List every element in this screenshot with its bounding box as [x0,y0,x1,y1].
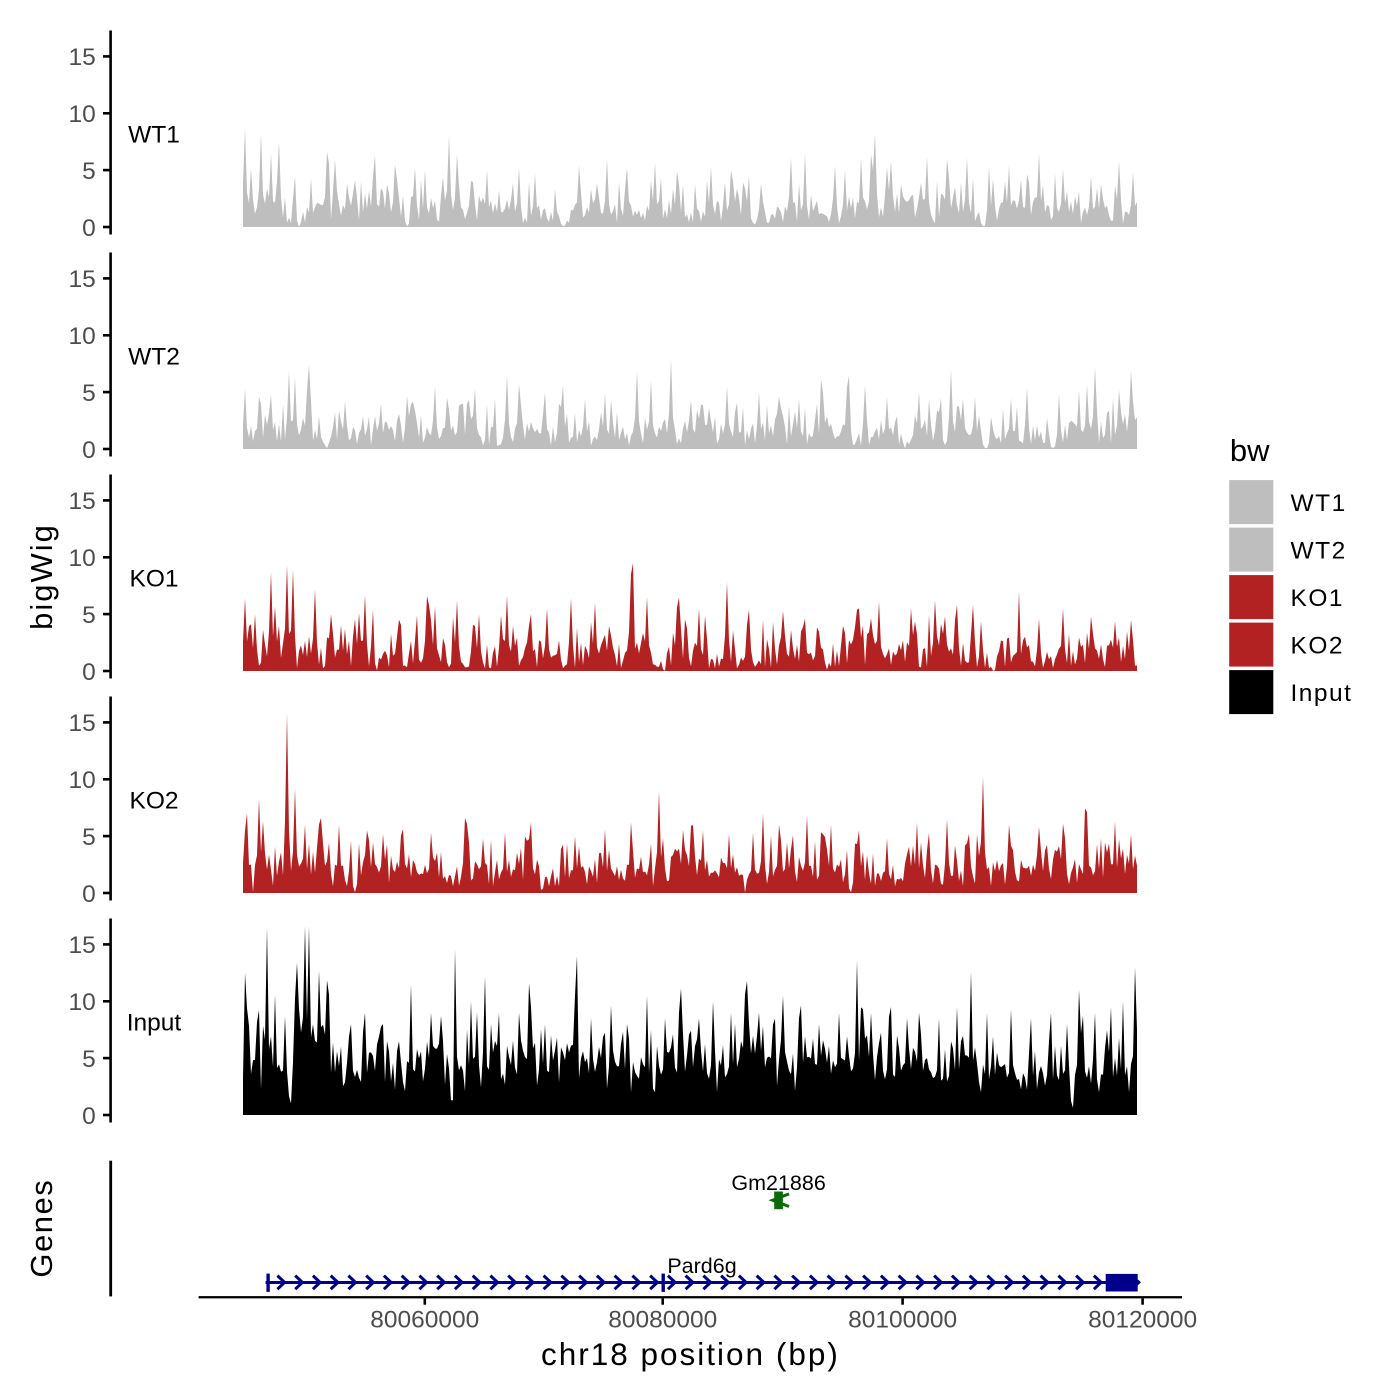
svg-text:KO2: KO2 [1291,632,1345,659]
svg-text:KO2: KO2 [129,787,178,814]
svg-text:5: 5 [82,1046,96,1073]
svg-text:0: 0 [82,437,96,464]
svg-text:Input: Input [127,1009,182,1036]
svg-text:5: 5 [82,158,96,185]
svg-text:15: 15 [69,266,96,293]
svg-text:5: 5 [82,824,96,851]
svg-text:80080000: 80080000 [608,1307,717,1334]
svg-text:80120000: 80120000 [1088,1307,1197,1334]
svg-text:10: 10 [69,101,96,128]
svg-text:80100000: 80100000 [848,1307,957,1334]
svg-text:WT1: WT1 [128,121,180,148]
svg-text:WT2: WT2 [1291,537,1347,564]
svg-text:0: 0 [82,659,96,686]
svg-text:Pard6g: Pard6g [667,1254,736,1278]
svg-text:5: 5 [82,380,96,407]
svg-text:0: 0 [82,881,96,908]
svg-text:bw: bw [1230,433,1270,468]
svg-text:Input: Input [1291,680,1353,707]
svg-text:KO1: KO1 [1291,585,1345,612]
svg-text:10: 10 [69,989,96,1016]
svg-text:10: 10 [69,767,96,794]
svg-text:Genes: Genes [24,1179,59,1278]
svg-text:5: 5 [82,602,96,629]
svg-text:0: 0 [82,1103,96,1130]
svg-text:Gm21886: Gm21886 [731,1171,825,1195]
svg-text:KO1: KO1 [129,565,178,592]
svg-text:15: 15 [69,488,96,515]
svg-text:15: 15 [69,710,96,737]
svg-text:bigWig: bigWig [24,523,59,630]
svg-text:15: 15 [69,932,96,959]
svg-text:WT2: WT2 [128,343,180,370]
svg-text:10: 10 [69,323,96,350]
svg-text:chr18 position (bp): chr18 position (bp) [541,1336,840,1372]
svg-text:WT1: WT1 [1291,490,1347,517]
svg-text:0: 0 [82,215,96,242]
svg-text:10: 10 [69,545,96,572]
svg-text:80060000: 80060000 [370,1307,479,1334]
svg-text:15: 15 [69,44,96,71]
